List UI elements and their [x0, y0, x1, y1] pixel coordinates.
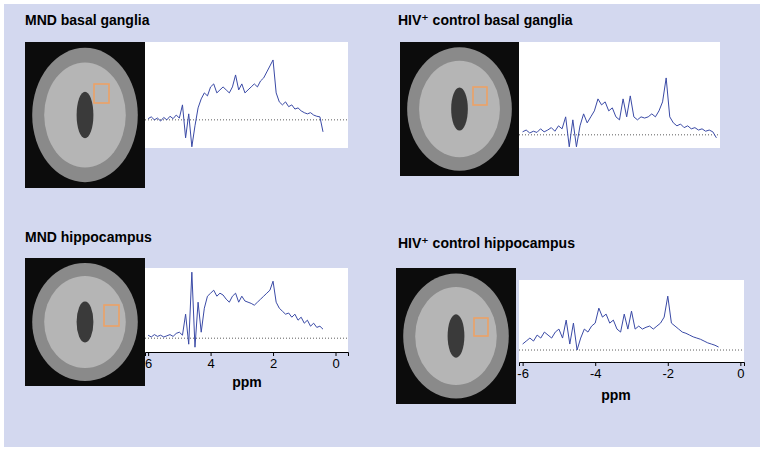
plot-area	[148, 60, 323, 147]
spectrum-line	[148, 60, 323, 147]
mri-ventricle	[448, 314, 465, 358]
mri-ventricle	[451, 88, 468, 131]
mri-white-matter	[44, 62, 126, 167]
tick: -6	[517, 362, 529, 381]
x-axis-title: ppm	[601, 387, 631, 403]
figure: MND basal ganglia HIV⁺ control basal gang…	[0, 0, 764, 451]
spectrum-line	[523, 296, 719, 350]
background	[4, 4, 760, 447]
mri-brain	[403, 273, 509, 398]
tick: -2	[663, 362, 675, 381]
tick-label: 6	[145, 356, 152, 371]
panel: MND basal ganglia	[25, 12, 348, 188]
plot-frame	[519, 42, 720, 148]
tick: 0	[332, 352, 339, 371]
mri-brain	[32, 48, 138, 182]
plot-area	[523, 296, 719, 350]
grid-line	[145, 119, 348, 120]
panel: MND hippocampus 6 4 2 0 ppm	[25, 229, 349, 390]
mri-image	[25, 258, 145, 386]
mri-white-matter	[44, 276, 126, 368]
tick-label: 0	[737, 366, 744, 381]
plot-frame	[145, 42, 348, 148]
tick-label: -2	[663, 366, 675, 381]
tick: 2	[270, 352, 277, 371]
mri-ventricle	[77, 92, 94, 139]
title: MND basal ganglia	[25, 12, 150, 28]
title: HIV⁺ control hippocampus	[398, 235, 575, 251]
mri-white-matter	[419, 61, 500, 157]
tick-label: 4	[207, 356, 214, 371]
tick: 0	[737, 362, 744, 381]
tick: 6	[145, 352, 152, 371]
spectrum-line	[148, 272, 323, 347]
x-axis: 6 4 2 0	[145, 352, 348, 371]
plot-frame	[145, 268, 348, 352]
panel: HIV⁺ control hippocampus -6 -4 -2 0 ppm	[396, 235, 745, 404]
plot-area	[148, 272, 323, 347]
x-axis: -6 -4 -2 0	[517, 362, 744, 381]
roi-box	[94, 84, 109, 103]
spectrum-line	[523, 78, 717, 147]
roi-box	[474, 318, 488, 336]
axis-line	[520, 363, 745, 367]
panel: HIV⁺ control basal ganglia	[398, 12, 720, 176]
plot-area	[523, 78, 717, 147]
mri-image	[396, 268, 516, 404]
tick: 4	[207, 352, 214, 371]
grid-line	[519, 350, 744, 351]
mri-image	[400, 42, 519, 176]
mri-ventricle	[77, 302, 94, 343]
title: HIV⁺ control basal ganglia	[398, 12, 573, 28]
mri-image	[25, 42, 145, 188]
axis-line	[146, 353, 349, 357]
roi-box	[104, 305, 119, 326]
plot-frame	[519, 280, 744, 362]
grid-line	[145, 338, 348, 339]
roi-box	[473, 87, 487, 105]
title: MND hippocampus	[25, 229, 152, 245]
mri-white-matter	[415, 287, 497, 385]
tick-label: 0	[332, 356, 339, 371]
mri-brain	[407, 47, 512, 170]
tick-label: -6	[517, 366, 529, 381]
tick-label: 2	[270, 356, 277, 371]
grid-line	[519, 134, 720, 135]
tick-label: -4	[590, 366, 602, 381]
x-axis-title: ppm	[232, 374, 262, 390]
mri-brain	[32, 263, 138, 381]
tick: -4	[590, 362, 602, 381]
